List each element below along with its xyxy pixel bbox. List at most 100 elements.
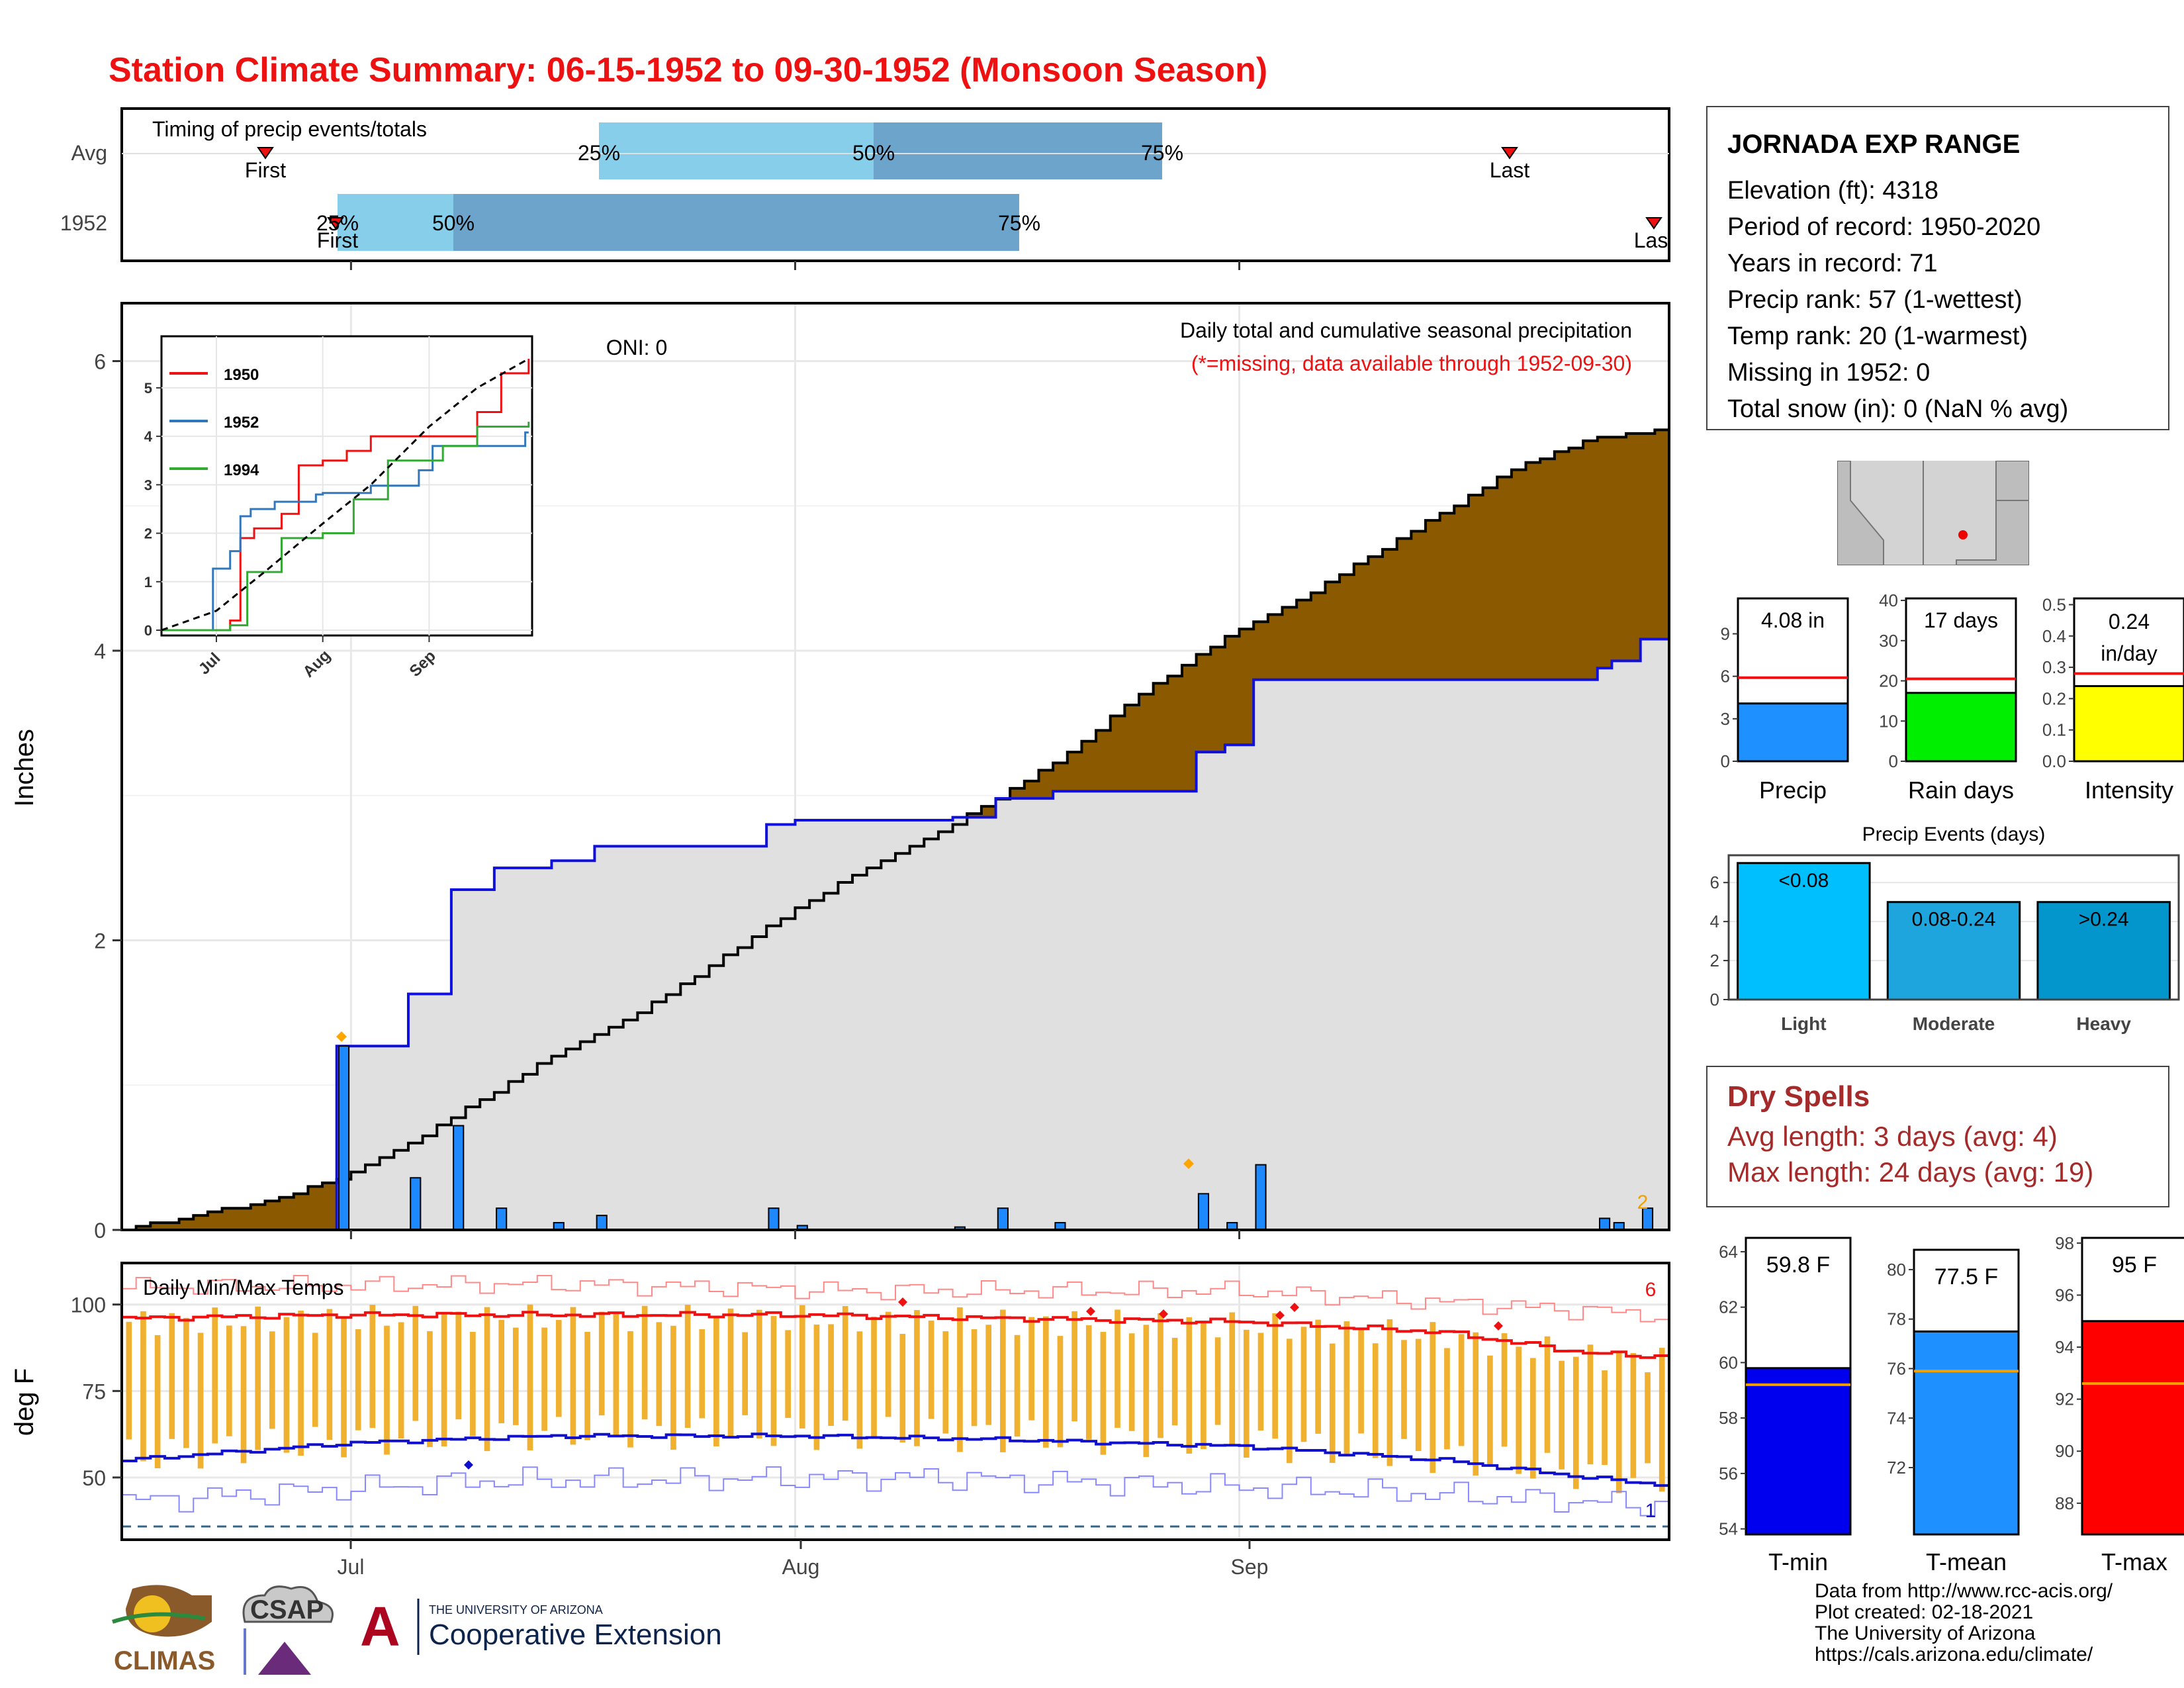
temp-daily-bar bbox=[1329, 1343, 1336, 1463]
temp-daily-bar bbox=[1085, 1325, 1092, 1440]
temp-daily-bar bbox=[813, 1324, 820, 1450]
tmin-average-line bbox=[122, 1432, 1670, 1487]
summary-bars: 0 3 6 9 4.08 in Precip 0 10 20 30 40 17 days Rain da… bbox=[1721, 590, 2184, 804]
tmax-average-line bbox=[122, 1311, 1670, 1359]
summary-bar-tick-label: 20 bbox=[1879, 671, 1898, 691]
temp-daily-bar bbox=[1544, 1336, 1551, 1453]
precip-y-tick-label: 2 bbox=[94, 929, 106, 953]
summary-bar-label: Intensity bbox=[2085, 776, 2173, 804]
summary-bar-tick-label: 0.0 bbox=[2042, 751, 2066, 771]
summary-bar-tick-label: 0.1 bbox=[2042, 720, 2066, 740]
dry-spells-box: Dry Spells Avg length: 3 days (avg: 4) M… bbox=[1706, 1066, 2169, 1207]
temp-daily-bar bbox=[498, 1319, 505, 1424]
precip-y-tick-label: 4 bbox=[94, 639, 106, 663]
temp-daily-bar bbox=[355, 1329, 361, 1430]
logo-strip: CLIMAS CSAP A THE UNIVERSITY OF ARIZONA … bbox=[112, 1585, 722, 1675]
events-bar-label: <0.08 bbox=[1778, 870, 1829, 892]
temp-daily-bar bbox=[1343, 1321, 1350, 1455]
inset-line-1994 bbox=[161, 422, 530, 632]
station-snow: Total snow (in): 0 (NaN % avg) bbox=[1727, 395, 2069, 423]
temp-daily-bar bbox=[985, 1325, 992, 1425]
temp-summary-tick-label: 62 bbox=[1719, 1297, 1738, 1317]
temp-daily-bar bbox=[699, 1329, 705, 1419]
summary-bar-tick-label: 10 bbox=[1879, 711, 1898, 731]
summary-bar-value: 4.08 in bbox=[1761, 608, 1825, 632]
csap-mountain-icon bbox=[258, 1642, 311, 1675]
x-tick-jul: Jul bbox=[338, 1555, 365, 1579]
temp-daily-bar bbox=[1186, 1317, 1193, 1454]
timing-avg-p25: 25% bbox=[578, 141, 620, 165]
precip-max-marker-2 bbox=[1183, 1158, 1194, 1169]
dry-spells-max: Max length: 24 days (avg: 19) bbox=[1727, 1156, 2094, 1188]
station-precip-rank: Precip rank: 57 (1-wettest) bbox=[1727, 286, 2023, 314]
temp-summary-fill bbox=[2081, 1320, 2184, 1536]
temp-daily-bar bbox=[1630, 1353, 1637, 1478]
temp-daily-bar bbox=[384, 1325, 390, 1455]
temp-daily-bar bbox=[570, 1307, 576, 1445]
daily-precip-bar bbox=[1255, 1164, 1267, 1231]
summary-bar-value: 0.24 bbox=[2109, 610, 2150, 633]
tmax-record-markers bbox=[464, 1297, 1503, 1470]
inset-line-1952 bbox=[161, 431, 529, 632]
ua-big-text: Cooperative Extension bbox=[429, 1618, 722, 1651]
ua-shield-bg bbox=[357, 1595, 404, 1642]
tmax-record-marker bbox=[1275, 1311, 1285, 1320]
temp-summary-tick-label: 80 bbox=[1887, 1260, 1906, 1280]
timing-avg-early-band bbox=[599, 122, 874, 179]
precip-panel-subtitle: (*=missing, data available through 1952-… bbox=[1191, 352, 1632, 375]
events-bar-label: 0.08-0.24 bbox=[1912, 909, 1996, 931]
csap-logo: CSAP bbox=[242, 1585, 334, 1675]
temp-daily-bar bbox=[684, 1304, 691, 1428]
temp-daily-bar bbox=[1100, 1332, 1107, 1455]
temp-daily-bar bbox=[527, 1304, 533, 1451]
temp-panel: 50 75 100 Daily Min/Max Temps 6 1 deg F Ju… bbox=[10, 1262, 1670, 1579]
temp-daily-bar bbox=[1171, 1338, 1178, 1426]
temp-summary-value: 77.5 F bbox=[1934, 1264, 1998, 1289]
temp-daily-bar bbox=[298, 1310, 304, 1456]
events-category: Moderate bbox=[1913, 1013, 1995, 1034]
daily-precip-bar bbox=[768, 1207, 780, 1231]
temp-daily-bar bbox=[255, 1306, 261, 1450]
temp-daily-bar bbox=[1415, 1338, 1422, 1451]
dry-spells-title: Dry Spells bbox=[1727, 1080, 1870, 1113]
temp-summary-tick-label: 60 bbox=[1719, 1352, 1738, 1372]
temp-daily-bar bbox=[197, 1333, 204, 1469]
climas-logo: CLIMAS bbox=[112, 1585, 215, 1675]
summary-bar-fill bbox=[1737, 702, 1849, 763]
temp-y-tick-label: 50 bbox=[82, 1466, 106, 1490]
timing-avg-p75: 75% bbox=[1141, 141, 1183, 165]
timing-avg-late-band bbox=[874, 122, 1162, 179]
precip-y-tick-label: 0 bbox=[94, 1219, 106, 1243]
temp-daily-bar bbox=[555, 1319, 562, 1417]
temp-daily-bar bbox=[656, 1322, 662, 1427]
temp-daily-bar bbox=[1214, 1337, 1221, 1425]
temp-daily-bar bbox=[1487, 1355, 1493, 1465]
temp-daily-bar bbox=[1229, 1312, 1236, 1446]
daily-precip-bar bbox=[453, 1125, 465, 1231]
temp-daily-bar bbox=[269, 1331, 275, 1429]
temp-daily-bar bbox=[842, 1306, 848, 1421]
temp-daily-bar bbox=[183, 1317, 189, 1448]
credit-url: https://cals.arizona.edu/climate/ bbox=[1815, 1644, 2093, 1665]
temp-daily-bar bbox=[412, 1305, 419, 1421]
temp-summary-tick-label: 74 bbox=[1887, 1408, 1906, 1428]
temp-daily-bar bbox=[1516, 1346, 1522, 1474]
temp-summary-value: 95 F bbox=[2112, 1252, 2157, 1278]
temp-summary-value: 59.8 F bbox=[1766, 1252, 1830, 1278]
cumulative-average-line bbox=[122, 428, 1669, 1231]
temp-summary-t-max: 88 90 92 94 96 98 95 F T-max bbox=[2055, 1233, 2184, 1575]
credit-university: The University of Arizona bbox=[1815, 1622, 2036, 1644]
station-location-marker bbox=[1958, 530, 1968, 539]
temp-summary-tick-label: 72 bbox=[1887, 1458, 1906, 1477]
inset-legend: 1950 1952 1994 bbox=[169, 366, 259, 479]
temp-daily-bar bbox=[154, 1335, 161, 1468]
x-tick-aug: Aug bbox=[782, 1555, 820, 1579]
temp-daily-bar bbox=[1602, 1370, 1608, 1466]
temp-y-tick-label: 100 bbox=[71, 1293, 106, 1317]
tmin-record-marker bbox=[464, 1460, 473, 1470]
inset-legend-1994: 1994 bbox=[224, 461, 259, 479]
temp-daily-bar bbox=[885, 1311, 891, 1417]
tmin-record-count: 1 bbox=[1645, 1500, 1657, 1522]
daily-precip-bars bbox=[338, 1045, 1654, 1231]
temp-y-axis: 50 75 100 bbox=[71, 1293, 122, 1490]
